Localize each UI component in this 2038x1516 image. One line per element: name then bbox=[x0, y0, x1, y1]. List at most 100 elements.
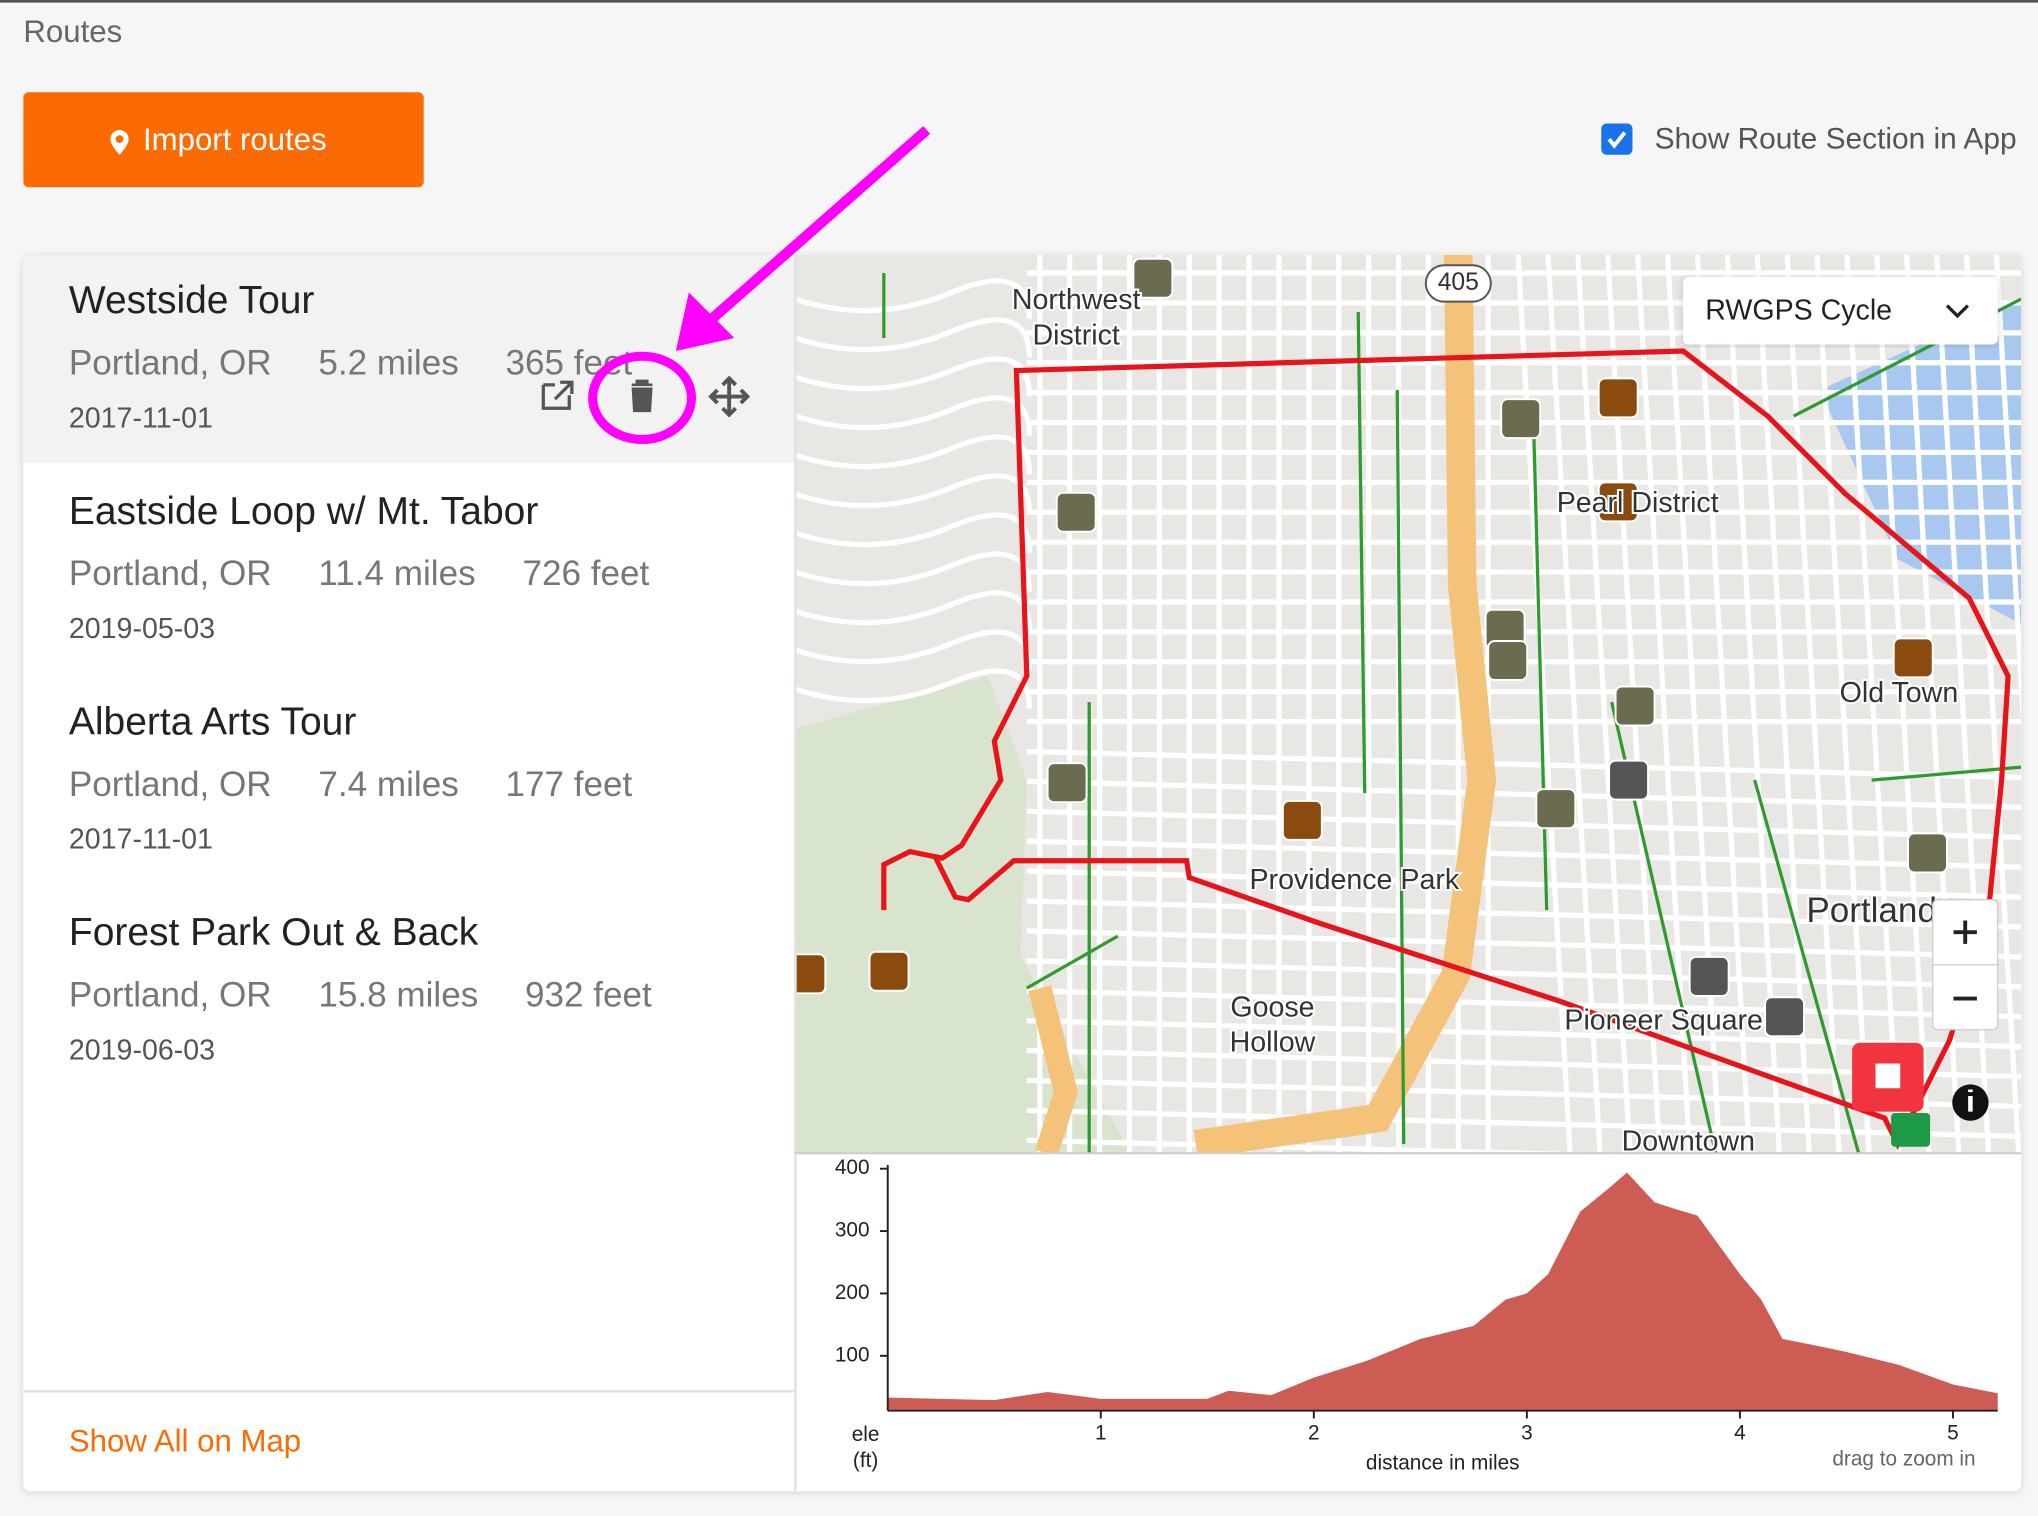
route-distance: 5.2 miles bbox=[318, 344, 458, 383]
annotation-arrow bbox=[708, 126, 931, 323]
street bbox=[1664, 254, 1723, 1154]
map-style-select[interactable] bbox=[1683, 276, 1998, 345]
x-tick-label: 2 bbox=[1308, 1422, 1320, 1445]
map-label: Providence Park bbox=[1250, 864, 1460, 896]
page-title: Routes bbox=[23, 14, 122, 49]
highway bbox=[1028, 985, 1078, 1154]
poi bbox=[1132, 257, 1174, 299]
poi bbox=[1281, 799, 1323, 841]
import-button[interactable]: Import routes bbox=[23, 92, 424, 188]
y-tick-label: 300 bbox=[835, 1219, 870, 1242]
bike-lane bbox=[1532, 429, 1549, 911]
street bbox=[1993, 254, 2022, 727]
hill-road bbox=[795, 317, 1032, 358]
button-label[interactable]: Import routes bbox=[143, 122, 327, 157]
map-label: Northwest bbox=[1012, 284, 1141, 316]
x-axis-label: distance in miles bbox=[1366, 1451, 1520, 1474]
route-date: 2019-05-03 bbox=[69, 613, 215, 645]
street bbox=[1963, 254, 2022, 1154]
hill-road bbox=[795, 590, 1032, 631]
route-location: Portland, OR bbox=[69, 554, 272, 593]
route-elevation-gain: 932 feet bbox=[525, 975, 652, 1014]
map-label: Hollow bbox=[1230, 1027, 1316, 1059]
arrow-head bbox=[675, 292, 735, 352]
highway bbox=[1193, 254, 1497, 1154]
street bbox=[1026, 778, 2022, 811]
x-tick-label: 5 bbox=[1947, 1422, 1959, 1445]
open-icon[interactable] bbox=[541, 380, 574, 410]
poi bbox=[1608, 759, 1650, 801]
route-distance: 15.8 miles bbox=[318, 975, 478, 1014]
poi bbox=[1055, 491, 1097, 533]
row-actions bbox=[541, 375, 751, 418]
route-location: Portland, OR bbox=[69, 344, 272, 383]
move-icon[interactable] bbox=[708, 375, 751, 418]
map-label: District bbox=[1033, 319, 1120, 351]
bike-lanes bbox=[882, 273, 2022, 1154]
map-label: Pioneer Square bbox=[1564, 1004, 1763, 1036]
hill-road bbox=[795, 629, 1032, 670]
button-bg[interactable] bbox=[23, 92, 424, 188]
route-elevation-gain: 726 feet bbox=[522, 554, 649, 593]
poi bbox=[1500, 398, 1542, 440]
street bbox=[1026, 898, 2022, 930]
end-marker-icon bbox=[1875, 1063, 1901, 1089]
bike-lane bbox=[1871, 765, 2022, 782]
street bbox=[1844, 254, 1902, 1154]
map-style-label[interactable]: RWGPS Cycle bbox=[1705, 295, 1892, 327]
route-name[interactable]: Westside Tour bbox=[69, 279, 315, 322]
bike-lane bbox=[1356, 312, 1367, 794]
street bbox=[1026, 838, 2022, 870]
route-date: 2019-06-03 bbox=[69, 1034, 215, 1066]
highlight-circle bbox=[588, 351, 697, 445]
poi bbox=[1764, 996, 1806, 1038]
route-name[interactable]: Forest Park Out & Back bbox=[69, 911, 479, 954]
poi bbox=[1535, 788, 1577, 830]
route-location: Portland, OR bbox=[69, 975, 272, 1014]
street bbox=[1784, 254, 1842, 1154]
zoom-in[interactable] bbox=[1953, 920, 1977, 944]
route-name[interactable]: Alberta Arts Tour bbox=[69, 700, 356, 743]
street bbox=[1026, 958, 2022, 990]
street bbox=[1814, 254, 1872, 1154]
street bbox=[1026, 988, 2022, 1020]
y-tick-label: 100 bbox=[835, 1343, 870, 1366]
hill-road bbox=[795, 395, 1032, 436]
street bbox=[1026, 748, 2022, 781]
map-label: Old Town bbox=[1840, 677, 1959, 709]
map-label: Pearl District bbox=[1557, 487, 1719, 519]
street bbox=[1026, 1107, 2022, 1139]
show-all-link[interactable]: Show All on Map bbox=[69, 1423, 301, 1458]
route-location: Portland, OR bbox=[69, 765, 272, 804]
map-label: Downtown bbox=[1622, 1125, 1755, 1157]
show-in-app-checkbox[interactable] bbox=[1601, 123, 1633, 155]
y-axis-label: ele bbox=[852, 1423, 880, 1446]
street bbox=[1026, 1018, 2022, 1050]
checkbox-label[interactable]: Show Route Section in App bbox=[1655, 122, 2017, 155]
x-tick-label: 4 bbox=[1734, 1422, 1746, 1445]
poi bbox=[1046, 762, 1088, 804]
y-tick-label: 200 bbox=[835, 1281, 870, 1304]
elevation-area bbox=[887, 1172, 1998, 1411]
poi bbox=[1597, 377, 1639, 419]
pin-icon bbox=[110, 130, 129, 155]
elevation-chart: 100 200 300 400 1 2 3 4 5 ele (ft) distance in mile… bbox=[835, 1156, 1998, 1474]
bike-lane bbox=[1395, 390, 1406, 1145]
x-tick-label: 3 bbox=[1521, 1422, 1533, 1445]
hill-road bbox=[795, 668, 1032, 709]
route-date: 2017-11-01 bbox=[69, 402, 213, 434]
bike-lane bbox=[1753, 779, 1861, 1154]
poi bbox=[1597, 481, 1639, 523]
hill-road bbox=[795, 278, 1032, 319]
delete-icon[interactable] bbox=[631, 379, 653, 413]
route-name[interactable]: Eastside Loop w/ Mt. Tabor bbox=[69, 490, 538, 533]
route-line bbox=[881, 348, 2011, 1150]
route-distance: 7.4 miles bbox=[318, 765, 458, 804]
start-marker bbox=[1891, 1112, 1931, 1147]
checkmark bbox=[1607, 131, 1627, 149]
street bbox=[1874, 254, 1932, 1154]
